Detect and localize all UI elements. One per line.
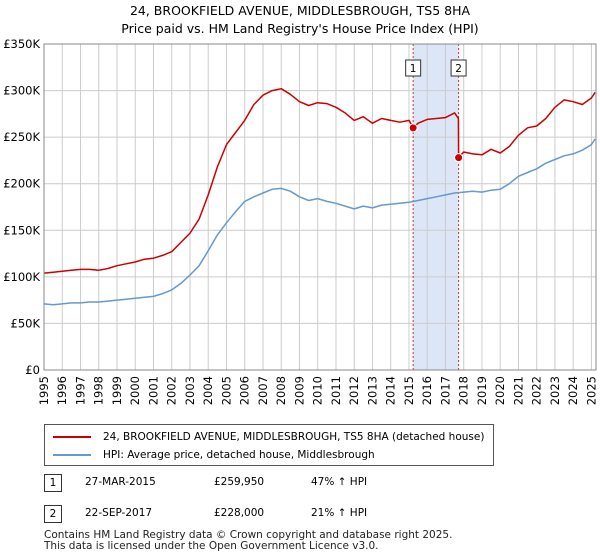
- y-tick-label: £300K: [3, 84, 40, 98]
- y-tick-label: £0: [25, 363, 40, 377]
- legend-hpi-label: HPI: Average price, detached house, Midd…: [103, 449, 375, 461]
- footer: Contains HM Land Registry data © Crown c…: [44, 530, 452, 552]
- legend-item-hpi: HPI: Average price, detached house, Midd…: [53, 446, 375, 464]
- footer-copyright: Contains HM Land Registry data © Crown c…: [44, 529, 453, 541]
- x-tick-label: 2014: [384, 376, 398, 405]
- legend-item-property: 24, BROOKFIELD AVENUE, MIDDLESBROUGH, TS…: [53, 428, 484, 446]
- x-tick-label: 2013: [365, 376, 379, 405]
- chart-title-line-2: Price paid vs. HM Land Registry's House …: [121, 21, 479, 36]
- sale-marker-box-1: [405, 59, 422, 77]
- x-tick-label: 2010: [311, 376, 325, 405]
- chart-title-line-1: 24, BROOKFIELD AVENUE, MIDDLESBROUGH, TS…: [129, 3, 471, 18]
- property-price-line: [43, 87, 596, 274]
- sale-point-2: [454, 153, 464, 163]
- x-tick-label: 2009: [292, 376, 306, 405]
- sale-marker-label-2: 2: [455, 63, 462, 75]
- sale-hpi-2: 21% ↑ HPI: [311, 507, 368, 519]
- x-tick-label: 2025: [584, 376, 598, 405]
- x-tick-label: 2008: [274, 376, 288, 405]
- x-tick-label: 2005: [219, 376, 233, 405]
- x-tick-label: 2011: [329, 376, 343, 405]
- sale-point-1: [408, 123, 418, 133]
- y-tick-label: £150K: [3, 223, 40, 237]
- x-tick-label: 2012: [347, 376, 361, 405]
- sale-badge-1: 1: [44, 474, 62, 492]
- x-tick-label: 2020: [493, 376, 507, 405]
- sale-hpi-1: 47% ↑ HPI: [311, 476, 368, 488]
- hpi-line-swatch: [53, 454, 91, 456]
- sale-marker-box-2: [450, 59, 467, 77]
- x-tick-label: 1996: [55, 376, 69, 405]
- sale-period-shading: [413, 44, 459, 370]
- plot-area: [44, 44, 596, 370]
- x-tick-label: 2015: [402, 376, 416, 405]
- sale-date-1: 27-MAR-2015: [85, 476, 156, 488]
- x-tick-label: 2021: [511, 376, 525, 405]
- chart-title: 24, BROOKFIELD AVENUE, MIDDLESBROUGH, TS…: [0, 2, 600, 38]
- y-tick-label: £200K: [3, 177, 40, 191]
- x-tick-label: 2016: [420, 376, 434, 405]
- legend-property-label: 24, BROOKFIELD AVENUE, MIDDLESBROUGH, TS…: [103, 431, 485, 443]
- footer-licence: This data is licensed under the Open Gov…: [44, 540, 379, 552]
- x-tick-label: 2023: [548, 376, 562, 405]
- x-tick-label: 1995: [37, 376, 51, 405]
- x-tick-label: 2001: [146, 376, 160, 405]
- price-chart: £0 £50K £100K £150K £200K £250K £300K £350K 1995…: [3, 37, 598, 405]
- y-tick-label: £100K: [3, 270, 40, 284]
- x-tick-label: 2006: [238, 376, 252, 405]
- property-line-swatch: [53, 436, 91, 438]
- x-tick-label: 2003: [183, 376, 197, 405]
- plot-frame: [43, 43, 597, 371]
- x-tick-label: 2019: [475, 376, 489, 405]
- sale-badge-2: 2: [44, 505, 62, 523]
- sale-price-1: £259,950: [214, 476, 265, 488]
- x-tick-label: 2007: [256, 376, 270, 405]
- x-tick-label: 1999: [110, 376, 124, 405]
- x-tick-label: 1997: [73, 376, 87, 405]
- hpi-line: [43, 138, 596, 306]
- x-tick-label: 2024: [566, 376, 580, 405]
- x-tick-label: 2018: [457, 376, 471, 405]
- x-tick-label: 1998: [92, 376, 106, 405]
- x-tick-label: 2017: [438, 376, 452, 405]
- x-tick-label: 2000: [128, 376, 142, 405]
- x-tick-label: 2004: [201, 376, 215, 405]
- y-tick-label: £350K: [3, 37, 40, 51]
- x-tick-label: 2002: [165, 376, 179, 405]
- legend: 24, BROOKFIELD AVENUE, MIDDLESBROUGH, TS…: [44, 424, 494, 466]
- sale-marker-label-1: 1: [410, 63, 417, 75]
- sale-price-2: £228,000: [214, 507, 265, 519]
- sale-date-2: 22-SEP-2017: [85, 507, 153, 519]
- y-tick-label: £250K: [3, 130, 40, 144]
- y-tick-label: £50K: [11, 316, 41, 330]
- x-tick-label: 2022: [530, 376, 544, 405]
